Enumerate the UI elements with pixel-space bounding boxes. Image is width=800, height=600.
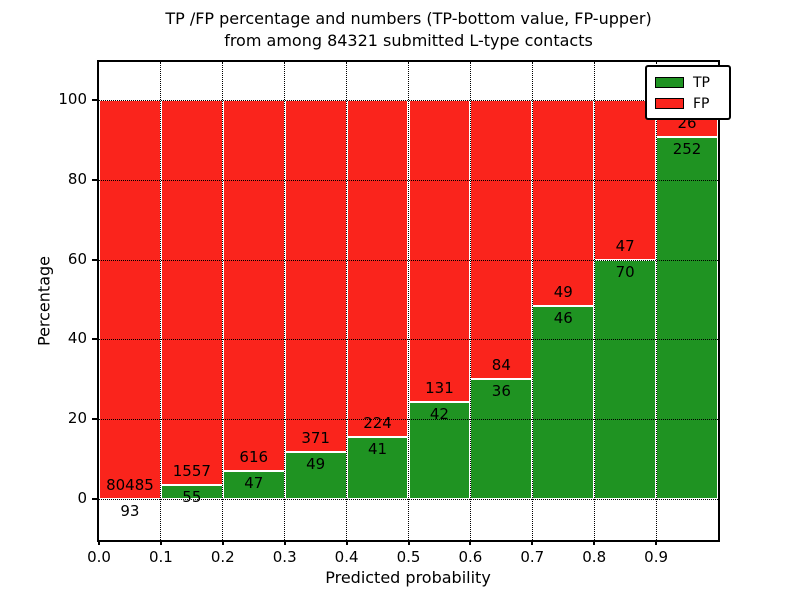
gridline-vertical: [531, 62, 533, 540]
gridline-horizontal: [99, 100, 718, 101]
fp-count-label: 131: [425, 379, 454, 398]
x-tick-label: 0.0: [87, 548, 111, 566]
fp-count-label: 371: [301, 429, 330, 448]
x-tick-mark: [159, 540, 162, 545]
x-tick-mark: [593, 540, 596, 545]
x-axis-label: Predicted probability: [325, 568, 491, 587]
gridline-vertical: [284, 62, 286, 540]
legend-label-fp: FP: [693, 95, 710, 112]
bar-tp-segment: [656, 137, 718, 499]
fp-count-label: 616: [239, 447, 269, 466]
fp-count-label: 1557: [172, 462, 211, 481]
tp-count-label: 252: [672, 140, 702, 159]
legend-label-tp: TP: [693, 74, 710, 91]
y-tick-mark: [92, 258, 99, 261]
gridline-horizontal: [99, 499, 718, 500]
x-tick-mark: [345, 540, 348, 545]
y-tick-mark: [92, 338, 99, 341]
tp-count-label: 36: [491, 382, 511, 401]
y-tick-mark: [92, 99, 99, 101]
x-tick-label: 0.1: [148, 548, 173, 566]
bar-fp-segment: [346, 100, 409, 438]
fp-count-label: 47: [615, 237, 635, 256]
legend-item-tp: TP: [655, 72, 721, 93]
x-tick-label: 0.8: [582, 548, 607, 566]
tp-count-label: 41: [367, 440, 388, 459]
y-tick-mark: [92, 178, 99, 181]
x-tick-mark: [407, 540, 410, 545]
bar-tp-segment: [532, 305, 595, 499]
tp-count-label: 70: [615, 263, 635, 282]
bar-fp-segment: [222, 100, 285, 471]
fp-legend-swatch-icon: [655, 98, 684, 109]
gridline-horizontal: [99, 179, 718, 181]
y-tick-label: 0: [77, 489, 87, 507]
chart-title: TP /FP percentage and numbers (TP-bottom…: [99, 8, 718, 52]
x-tick-label: 0.9: [644, 548, 669, 566]
gridline-horizontal: [99, 259, 718, 261]
fp-count-label: 224: [363, 414, 392, 433]
x-tick-mark: [98, 540, 100, 545]
y-tick-mark: [92, 418, 99, 421]
legend-item-fp: FP: [655, 93, 721, 114]
bar-fp-segment: [160, 100, 223, 486]
bar-fp-segment: [284, 100, 347, 453]
chart-title-line1: TP /FP percentage and numbers (TP-bottom…: [165, 9, 652, 28]
legend: TP FP: [645, 65, 731, 120]
y-tick-label: 100: [58, 90, 87, 108]
gridline-vertical: [346, 62, 348, 540]
x-tick-label: 0.2: [210, 548, 235, 566]
gridline-vertical: [408, 62, 409, 540]
tp-count-label: 42: [429, 405, 449, 424]
y-tick-label: 80: [67, 169, 87, 188]
gridline-horizontal: [99, 419, 718, 421]
x-tick-label: 0.4: [334, 548, 359, 566]
x-tick-mark: [531, 540, 534, 545]
x-tick-label: 0.5: [396, 548, 421, 566]
gridline-vertical: [222, 62, 224, 540]
gridline-vertical: [655, 62, 657, 540]
y-tick-label: 60: [67, 249, 87, 268]
tp-count-label: 47: [244, 473, 264, 492]
fp-count-label: 84: [491, 356, 511, 375]
y-tick-label: 20: [67, 409, 87, 428]
gridline-vertical: [593, 62, 595, 540]
bar-fp-segment: [470, 100, 533, 380]
x-tick-mark: [283, 540, 286, 545]
y-tick-label: 40: [67, 329, 87, 348]
bar-fp-segment: [408, 100, 471, 403]
bar-tp-segment: [284, 452, 347, 499]
tp-legend-swatch-icon: [655, 77, 684, 88]
x-tick-label: 0.3: [272, 548, 297, 566]
fp-count-label: 80485: [106, 475, 154, 494]
x-tick-mark: [469, 540, 472, 545]
bar-fp-segment: [99, 100, 161, 499]
plot-area: Predicted probability TP FP 80485 93 1557 5…: [58, 60, 731, 587]
x-tick-mark: [655, 540, 658, 545]
bar-fp-segment: [532, 100, 595, 306]
chart-title-line2: from among 84321 submitted L-type contac…: [224, 31, 593, 50]
gridline-horizontal: [99, 339, 718, 341]
bar-tp-segment: [594, 260, 657, 499]
fp-count-label: 49: [553, 282, 573, 301]
gridline-vertical: [469, 62, 471, 540]
x-tick-label: 0.6: [458, 548, 483, 566]
x-tick-label: 0.7: [520, 548, 545, 566]
tp-count-label: 93: [120, 501, 140, 520]
bar-tp-segment: [222, 470, 285, 499]
x-tick-mark: [221, 540, 224, 545]
tp-count-label: 49: [306, 455, 326, 474]
gridline-vertical: [160, 62, 162, 540]
tp-count-label: 46: [553, 308, 573, 327]
tp-count-label: 55: [182, 488, 202, 507]
y-tick-mark: [92, 498, 99, 500]
